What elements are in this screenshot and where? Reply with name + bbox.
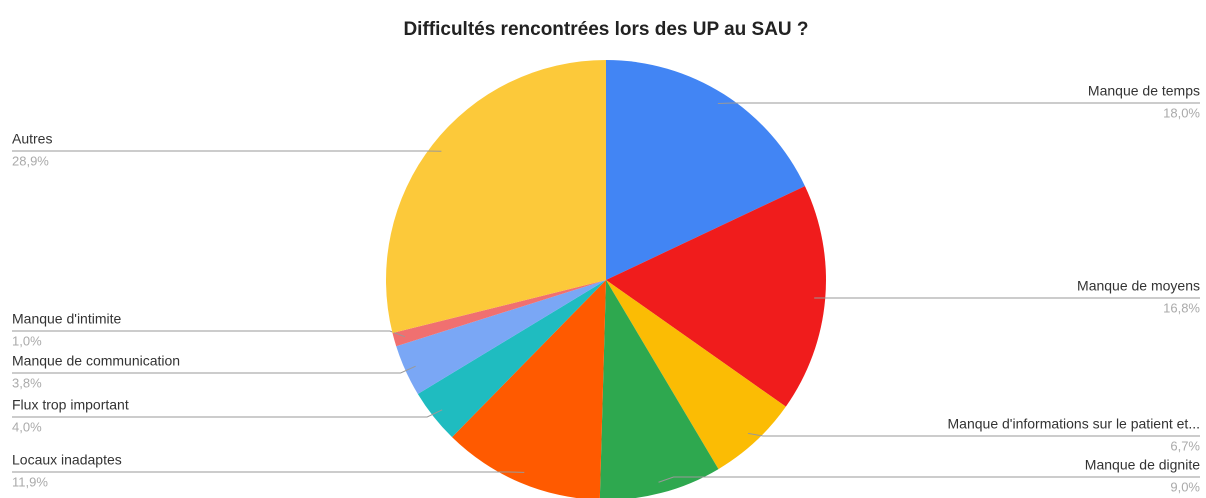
slice-label: Manque de moyens xyxy=(1077,278,1200,294)
slice-value-label: 6,7% xyxy=(1170,438,1200,453)
pie-slice xyxy=(606,280,786,470)
slice-value-label: 1,0% xyxy=(12,333,42,348)
slice-value-label: 11,9% xyxy=(12,474,48,489)
leader-line xyxy=(658,476,1200,483)
slice-label: Manque de communication xyxy=(12,353,180,369)
leader-line xyxy=(12,365,416,374)
leader-line xyxy=(12,409,443,418)
chart-title: Difficultés rencontrées lors des UP au S… xyxy=(403,19,808,40)
slice-value-label: 9,0% xyxy=(1170,479,1200,494)
slice-label: Manque de temps xyxy=(1088,83,1200,99)
slice-label: Manque d'informations sur le patient et.… xyxy=(948,416,1200,432)
leader-line xyxy=(747,432,1200,437)
pie-slice xyxy=(417,280,606,438)
slice-label: Locaux inadaptes xyxy=(12,452,122,468)
pie-slice xyxy=(606,60,805,280)
pie-slice xyxy=(606,186,826,407)
slice-value-label: 18,0% xyxy=(1163,105,1200,120)
pie-slice xyxy=(599,280,719,498)
slice-value-label: 3,8% xyxy=(12,375,42,390)
pie-slice xyxy=(392,280,606,347)
slice-value-label: 4,0% xyxy=(12,419,42,434)
slice-label: Manque d'intimite xyxy=(12,311,122,327)
pie-slice xyxy=(385,60,606,333)
slice-value-label: 16,8% xyxy=(1163,300,1200,315)
slice-label: Manque de dignite xyxy=(1085,457,1200,473)
slice-label: Flux trop important xyxy=(12,397,129,413)
pie-slice xyxy=(452,280,606,498)
leader-line xyxy=(12,330,406,338)
slice-label: Autres xyxy=(12,131,52,147)
slice-value-label: 28,9% xyxy=(12,153,49,168)
pie-slice xyxy=(396,280,606,394)
